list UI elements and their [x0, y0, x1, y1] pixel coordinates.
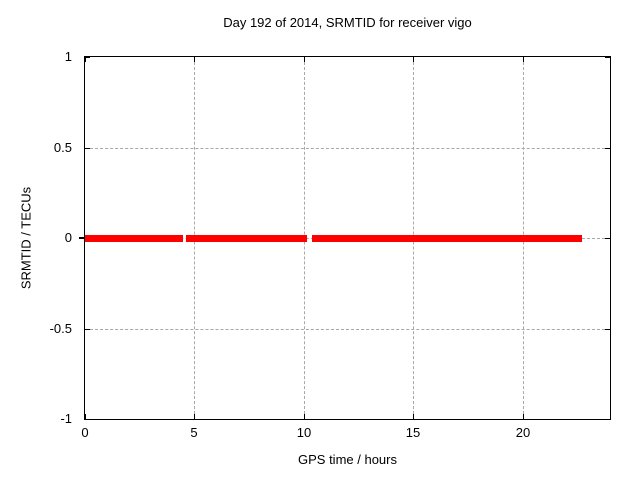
tick-y-right-0.5 [605, 148, 610, 149]
tick-label-y-1: 1 [64, 49, 72, 64]
tick-label-x-20: 20 [515, 425, 531, 440]
tick-label-y-0: 0 [64, 230, 72, 245]
tick-y-right--1 [605, 419, 610, 420]
tick-x-top-5 [194, 57, 195, 62]
tick-label-y-0.5: 0.5 [53, 140, 72, 155]
x-axis-label: GPS time / hours [298, 452, 397, 467]
tick-y-left-0.5 [85, 148, 90, 149]
tick-label-x-15: 15 [405, 425, 421, 440]
tick-x-top-10 [304, 57, 305, 62]
tick-label-y--1: -1 [60, 411, 72, 426]
tick-label-x-0: 0 [81, 425, 89, 440]
tick-x-top-15 [413, 57, 414, 62]
tick-label-y--0.5: -0.5 [49, 321, 72, 336]
tick-y-right-0 [605, 238, 610, 239]
tick-y-left-1 [85, 57, 90, 58]
tick-y-right--0.5 [605, 329, 610, 330]
series-SRMTID-segment-0 [85, 235, 183, 242]
tick-x-bottom-15 [413, 414, 414, 419]
tick-x-top-20 [523, 57, 524, 62]
tick-label-x-10: 10 [296, 425, 312, 440]
tick-x-bottom-5 [194, 414, 195, 419]
zero-outward-tick [79, 237, 85, 239]
tick-x-bottom-10 [304, 414, 305, 419]
tick-label-x-5: 5 [190, 425, 198, 440]
gridline-y-0.5 [85, 148, 610, 149]
tick-y-left--0.5 [85, 329, 90, 330]
tick-y-right-1 [605, 57, 610, 58]
gridline-y--0.5 [85, 329, 610, 330]
plot-area: 0 5 10 15 20 -1 -0.5 0 0.5 1 [50, 49, 611, 440]
tick-x-bottom-20 [523, 414, 524, 419]
tick-x-top-0 [85, 57, 86, 62]
series-SRMTID-segment-1 [186, 235, 307, 242]
series-SRMTID-segment-2 [312, 235, 582, 242]
tick-x-bottom-0 [85, 414, 86, 419]
tick-y-left--1 [85, 419, 90, 420]
chart-title: Day 192 of 2014, SRMTID for receiver vig… [223, 15, 472, 30]
